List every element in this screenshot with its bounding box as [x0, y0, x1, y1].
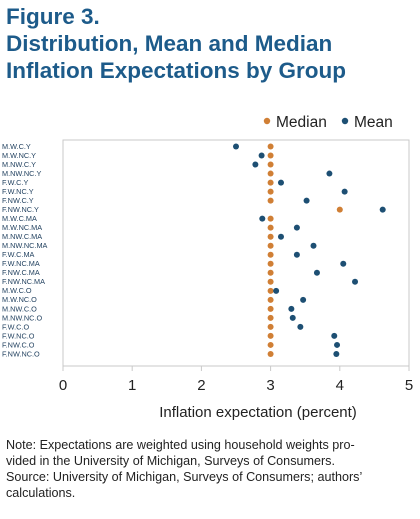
- median-point: [267, 215, 274, 222]
- mean-point: [340, 260, 347, 267]
- category-label: M.W.NC.O: [2, 295, 37, 304]
- note-line-2: vided in the University of Michigan, Sur…: [6, 454, 335, 468]
- category-label: M.NW.C.O: [2, 304, 37, 313]
- median-point: [267, 323, 274, 330]
- category-label: F.W.C.Y: [2, 178, 28, 187]
- mean-point: [352, 278, 359, 285]
- median-point: [267, 341, 274, 348]
- median-point: [267, 224, 274, 231]
- category-label: M.NW.NC.Y: [2, 169, 41, 178]
- category-label: M.W.NC.MA: [2, 223, 42, 232]
- figure-title-line-2: Inflation Expectations by Group: [6, 58, 347, 83]
- x-axis-label: Inflation expectation (percent): [159, 404, 357, 421]
- x-tick-label: 1: [128, 377, 136, 394]
- mean-point: [310, 242, 317, 249]
- category-label: F.NW.C.Y: [2, 196, 34, 205]
- legend-median-label: Median: [276, 114, 327, 131]
- category-label: F.NW.NC.O: [2, 349, 40, 358]
- category-label: F.W.NC.Y: [2, 187, 34, 196]
- median-point: [267, 188, 274, 195]
- note-line-1: Note: Expectations are weighted using ho…: [6, 438, 355, 452]
- x-tick-label: 3: [266, 377, 274, 394]
- category-label: M.W.C.O: [2, 286, 32, 295]
- median-point: [267, 278, 274, 285]
- figure-label: Figure 3.: [6, 4, 100, 29]
- figure-note: Note: Expectations are weighted using ho…: [6, 437, 411, 501]
- x-tick-label: 4: [336, 377, 344, 394]
- mean-point: [333, 350, 340, 357]
- median-point: [336, 206, 343, 213]
- x-tick-label: 0: [59, 377, 67, 394]
- median-point: [267, 152, 274, 159]
- category-label: F.W.NC.MA: [2, 259, 40, 268]
- mean-point: [293, 251, 300, 258]
- median-point: [267, 269, 274, 276]
- median-point: [267, 260, 274, 267]
- mean-point: [288, 305, 295, 312]
- median-point: [267, 314, 274, 321]
- category-label: M.NW.C.MA: [2, 232, 42, 241]
- category-label: F.W.NC.O: [2, 331, 35, 340]
- data-points: [233, 143, 386, 357]
- mean-point: [289, 314, 296, 321]
- mean-point: [258, 152, 265, 159]
- mean-point: [293, 224, 300, 231]
- x-tick-label: 2: [197, 377, 205, 394]
- median-point: [267, 170, 274, 177]
- category-label: M.NW.C.Y: [2, 160, 36, 169]
- figure-title-line-1: Distribution, Mean and Median: [6, 31, 333, 56]
- note-line-4: calculations.: [6, 486, 76, 500]
- note-line-3: Source: University of Michigan, Surveys …: [6, 470, 363, 484]
- mean-point: [313, 269, 320, 276]
- median-point: [267, 305, 274, 312]
- category-label: M.W.C.MA: [2, 214, 37, 223]
- median-point: [267, 287, 274, 294]
- figure-title: Figure 3. Distribution, Mean and Median …: [6, 3, 416, 84]
- legend-median-marker: [263, 117, 271, 125]
- median-point: [267, 251, 274, 258]
- median-point: [267, 143, 274, 150]
- mean-point: [300, 296, 307, 303]
- mean-point: [334, 341, 341, 348]
- median-point: [267, 296, 274, 303]
- legend-mean-marker: [341, 117, 349, 125]
- category-label: M.NW.NC.MA: [2, 241, 48, 250]
- mean-point: [379, 206, 386, 213]
- category-label: F.NW.C.MA: [2, 268, 40, 277]
- category-label: F.NW.NC.Y: [2, 205, 39, 214]
- median-point: [267, 332, 274, 339]
- x-tick-label: 5: [405, 377, 413, 394]
- plot-area: [62, 139, 410, 367]
- median-point: [267, 179, 274, 186]
- x-axis: 0 1 2 3 4 5: [59, 366, 413, 394]
- category-label: F.W.C.MA: [2, 250, 35, 259]
- category-label: F.NW.NC.MA: [2, 277, 45, 286]
- category-label: F.NW.C.O: [2, 340, 35, 349]
- median-point: [267, 242, 274, 249]
- median-point: [267, 350, 274, 357]
- mean-point: [277, 179, 284, 186]
- median-point: [267, 161, 274, 168]
- mean-point: [277, 233, 284, 240]
- category-label: F.W.C.O: [2, 322, 29, 331]
- mean-point: [273, 287, 280, 294]
- category-label: M.W.NC.Y: [2, 151, 36, 160]
- category-label: M.NW.NC.O: [2, 313, 42, 322]
- mean-point: [233, 143, 239, 150]
- mean-point: [326, 170, 333, 177]
- median-point: [267, 233, 274, 240]
- category-labels: M.W.C.YM.W.NC.YM.NW.C.YM.NW.NC.YF.W.C.YF…: [2, 142, 48, 358]
- category-label: M.W.C.Y: [2, 142, 31, 151]
- mean-point: [341, 188, 348, 195]
- legend-mean-label: Mean: [354, 114, 393, 131]
- mean-point: [303, 197, 310, 204]
- mean-point: [259, 215, 266, 222]
- mean-point: [331, 332, 338, 339]
- chart-legend: Median Mean: [263, 114, 393, 131]
- mean-point: [252, 161, 259, 168]
- median-point: [267, 197, 274, 204]
- mean-point: [297, 323, 304, 330]
